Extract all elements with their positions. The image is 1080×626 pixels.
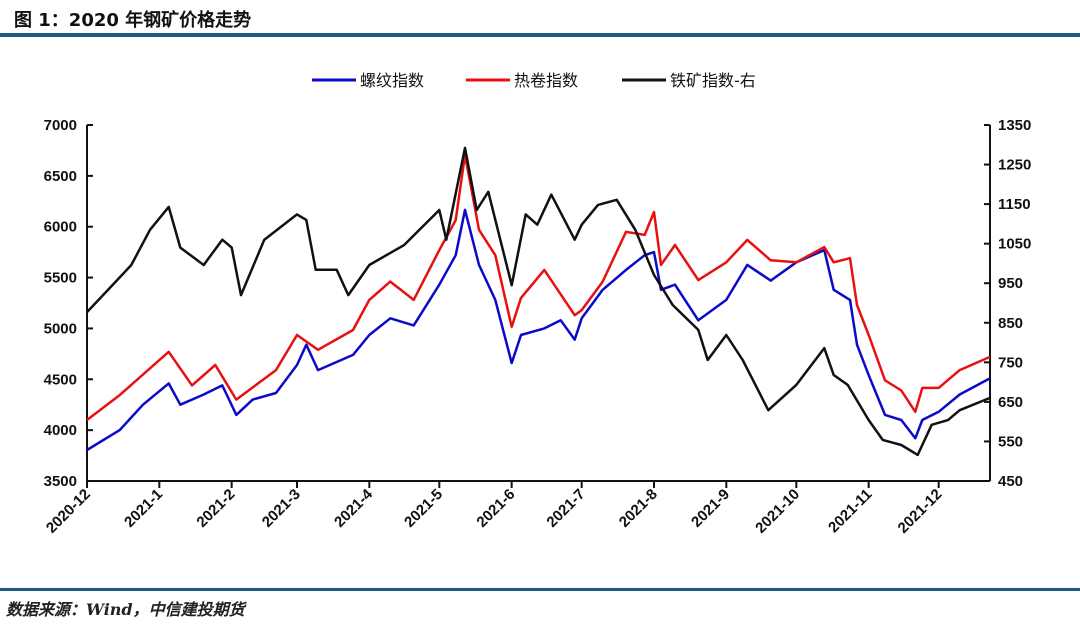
x-tick-label: 2021-11 — [825, 486, 875, 536]
left-tick-label: 4500 — [44, 371, 77, 388]
legend-label-3: 铁矿指数-右 — [670, 71, 756, 90]
legend-label-2: 热卷指数 — [514, 71, 578, 90]
left-tick-label: 6000 — [44, 219, 77, 236]
right-tick-label: 850 — [998, 315, 1023, 332]
right-tick-label: 1250 — [998, 157, 1031, 174]
x-tick-label: 2021-2 — [193, 486, 238, 531]
right-tick-label: 550 — [998, 433, 1023, 450]
right-tick-label: 1050 — [998, 236, 1031, 253]
left-tick-label: 3500 — [44, 473, 77, 490]
figure-title: 图 1：2020 年钢矿价格走势 — [14, 10, 252, 31]
right-tick-label: 950 — [998, 275, 1023, 292]
x-tick-label: 2021-3 — [259, 486, 304, 531]
right-tick-label: 650 — [998, 394, 1023, 411]
source-note: 数据来源：Wind，中信建投期货 — [6, 600, 245, 619]
left-tick-label: 4000 — [44, 422, 77, 439]
header-divider — [0, 33, 1080, 37]
series-line-1 — [86, 208, 991, 452]
x-tick-label: 2021-7 — [543, 486, 588, 531]
legend-label-1: 螺纹指数 — [360, 71, 424, 90]
x-tick-label: 2021-10 — [752, 486, 803, 537]
series-line-3 — [86, 146, 991, 457]
right-tick-label: 750 — [998, 354, 1023, 371]
x-tick-label: 2021-8 — [616, 486, 661, 531]
right-tick-label: 1150 — [998, 196, 1031, 213]
x-tick-label: 2021-5 — [401, 486, 446, 531]
x-tick-label: 2021-9 — [688, 486, 733, 531]
x-tick-label: 2021-4 — [331, 485, 377, 531]
x-tick-label: 2020-12 — [43, 486, 94, 537]
right-tick-label: 1350 — [998, 117, 1031, 134]
left-tick-label: 7000 — [44, 117, 77, 134]
x-tick-label: 2021-6 — [473, 486, 518, 531]
x-tick-label: 2021-1 — [121, 486, 166, 531]
right-tick-label: 450 — [998, 473, 1023, 490]
footer-divider — [0, 588, 1080, 591]
series-line-2 — [86, 153, 991, 421]
x-tick-label: 2021-12 — [895, 486, 946, 537]
left-tick-label: 5500 — [44, 270, 77, 287]
left-tick-label: 5000 — [44, 320, 77, 337]
left-tick-label: 6500 — [44, 168, 77, 185]
